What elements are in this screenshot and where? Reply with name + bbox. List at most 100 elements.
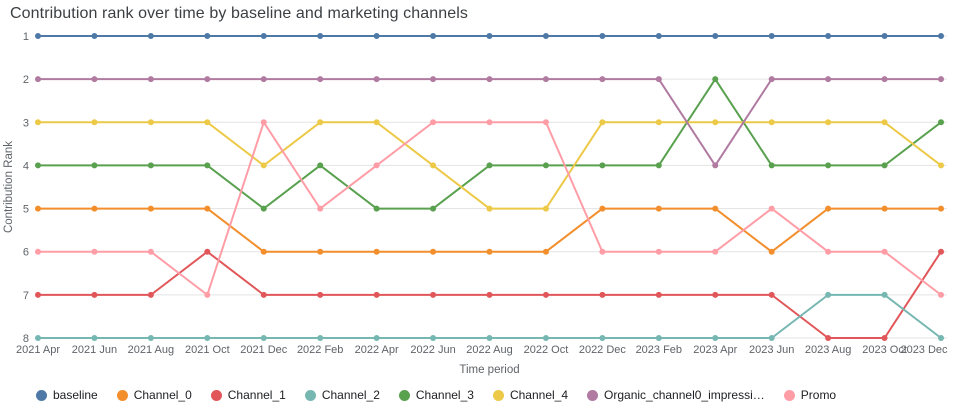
- data-point-marker: [825, 248, 832, 255]
- data-point-marker: [91, 119, 98, 126]
- legend-label: Organic_channel0_impressi…: [604, 388, 765, 402]
- data-point-marker: [430, 76, 437, 83]
- legend-label: Channel_0: [133, 388, 192, 402]
- x-tick-label: 2023 Jun: [749, 344, 794, 356]
- data-point-marker: [147, 119, 154, 126]
- data-point-marker: [91, 291, 98, 298]
- data-point-marker: [712, 162, 719, 169]
- data-point-marker: [204, 162, 211, 169]
- legend-dot-icon: [116, 389, 128, 401]
- legend-dot-icon: [587, 389, 599, 401]
- x-tick-label: 2022 Oct: [524, 344, 569, 356]
- data-point-marker: [147, 33, 154, 39]
- data-point-marker: [938, 248, 944, 255]
- series-line: [38, 78, 942, 210]
- series-line: [38, 293, 942, 339]
- legend-label: Channel_1: [227, 388, 286, 402]
- legend-item-Channel_2[interactable]: Channel_2: [304, 388, 380, 402]
- x-tick-label: 2021 Apr: [16, 344, 60, 356]
- data-point-marker: [655, 162, 662, 169]
- data-point-marker: [147, 248, 154, 255]
- data-point-marker: [881, 205, 888, 212]
- data-point-marker: [712, 335, 719, 341]
- data-point-marker: [35, 162, 41, 169]
- x-tick-label: 2021 Aug: [128, 344, 175, 356]
- x-tick-label: 2022 Feb: [297, 344, 343, 356]
- data-point-marker: [486, 76, 493, 83]
- data-point-marker: [655, 119, 662, 126]
- legend-item-Channel_4[interactable]: Channel_4: [492, 388, 569, 402]
- data-point-marker: [204, 205, 211, 212]
- data-point-marker: [881, 33, 888, 39]
- data-point-marker: [938, 291, 944, 298]
- data-point-marker: [712, 76, 719, 83]
- data-point-marker: [881, 335, 888, 341]
- data-point-marker: [317, 33, 324, 39]
- legend-dot-icon: [304, 389, 316, 401]
- data-point-marker: [542, 335, 549, 341]
- legend-item-Channel_3[interactable]: Channel_3: [398, 388, 474, 402]
- data-point-marker: [881, 76, 888, 83]
- data-point-marker: [430, 119, 437, 126]
- data-point-marker: [317, 205, 324, 212]
- data-point-marker: [655, 248, 662, 255]
- x-tick-label: 2022 Apr: [355, 344, 399, 356]
- series-Organic_channel0_impressi…: [35, 76, 944, 169]
- data-point-marker: [147, 291, 154, 298]
- data-point-marker: [881, 119, 888, 126]
- data-point-marker: [768, 119, 775, 126]
- data-point-marker: [373, 335, 380, 341]
- legend-item-Channel_0[interactable]: Channel_0: [116, 388, 192, 402]
- data-point-marker: [486, 162, 493, 169]
- data-point-marker: [373, 162, 380, 169]
- data-point-marker: [35, 76, 41, 83]
- data-point-marker: [599, 335, 606, 341]
- data-point-marker: [35, 248, 41, 255]
- data-point-marker: [35, 33, 41, 39]
- data-point-marker: [430, 162, 437, 169]
- legend-item-Organic_channel0_impressi…[interactable]: Organic_channel0_impressi…: [587, 388, 765, 402]
- data-point-marker: [599, 205, 606, 212]
- x-tick-label: 2023 Apr: [693, 344, 737, 356]
- data-point-marker: [712, 119, 719, 126]
- legend-item-Channel_1[interactable]: Channel_1: [210, 388, 286, 402]
- data-point-marker: [204, 248, 211, 255]
- data-point-marker: [373, 119, 380, 126]
- data-point-marker: [430, 248, 437, 255]
- data-point-marker: [768, 205, 775, 212]
- data-point-marker: [938, 162, 944, 169]
- legend-label: Channel_4: [509, 388, 569, 402]
- series-Channel_1: [35, 248, 944, 341]
- x-tick-label: 2023 Feb: [636, 344, 682, 356]
- data-point-marker: [881, 162, 888, 169]
- legend-dot-icon: [783, 389, 795, 401]
- data-point-marker: [542, 162, 549, 169]
- data-point-marker: [655, 205, 662, 212]
- data-point-marker: [938, 205, 944, 212]
- data-point-marker: [35, 291, 41, 298]
- legend-item-Promo[interactable]: Promo: [783, 388, 836, 402]
- legend-item-baseline[interactable]: baseline: [36, 388, 98, 402]
- data-point-marker: [599, 76, 606, 83]
- data-point-marker: [486, 33, 493, 39]
- data-point-marker: [881, 291, 888, 298]
- data-point-marker: [430, 205, 437, 212]
- data-point-marker: [542, 248, 549, 255]
- data-point-marker: [260, 162, 267, 169]
- data-point-marker: [373, 205, 380, 212]
- data-point-marker: [373, 248, 380, 255]
- y-tick-label: 1: [23, 31, 29, 43]
- series-Channel_3: [35, 76, 944, 212]
- data-point-marker: [204, 76, 211, 83]
- data-point-marker: [542, 291, 549, 298]
- data-point-marker: [317, 291, 324, 298]
- data-point-marker: [768, 76, 775, 83]
- x-tick-label: 2021 Oct: [185, 344, 230, 356]
- data-point-marker: [430, 33, 437, 39]
- data-point-marker: [938, 335, 944, 341]
- data-point-marker: [825, 162, 832, 169]
- x-tick-label: 2022 Dec: [579, 344, 627, 356]
- data-point-marker: [825, 119, 832, 126]
- series-Promo: [35, 119, 944, 298]
